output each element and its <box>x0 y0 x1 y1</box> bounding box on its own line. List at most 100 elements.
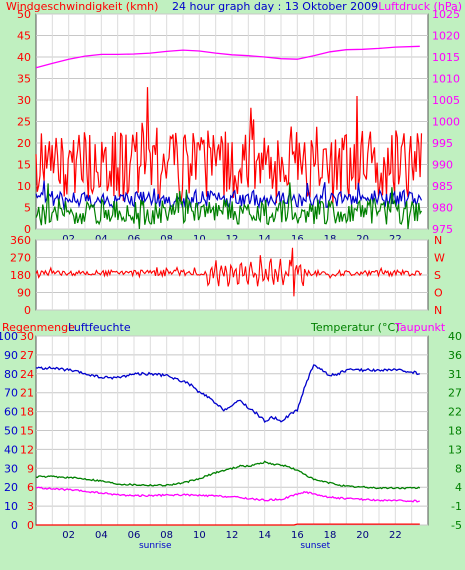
wind-direction-line <box>35 247 422 297</box>
hour-tick-label: 12 <box>226 530 239 541</box>
wind-tick-label: 50 <box>17 8 31 21</box>
temperature-series-line <box>35 460 421 490</box>
graph-title: 24 hour graph day : 13 Oktober 2009 <box>172 0 378 13</box>
rain-tick-label: 24 <box>20 368 34 381</box>
temp-tick-label: 22 <box>448 406 462 419</box>
humidity-tick-label: 30 <box>4 462 18 475</box>
hour-tick-label: 08 <box>160 530 173 541</box>
rain-tick-label: 30 <box>20 330 34 343</box>
pressure-tick-label: 975 <box>432 223 453 236</box>
wind-speed-axis-title: Windgeschwindigkeit (kmh) <box>6 0 158 13</box>
rain-tick-label: 12 <box>20 443 34 456</box>
pressure-tick-label: 995 <box>432 137 453 150</box>
hour-tick-label: 20 <box>356 530 369 541</box>
pressure-axis-title: Luftdruck (hPa) <box>378 0 462 13</box>
pressure-tick-label: 1010 <box>432 73 460 86</box>
temp-grid <box>36 335 428 526</box>
temp-tick-label: -5 <box>451 519 462 532</box>
hour-tick-label: 16 <box>291 530 304 541</box>
direction-series <box>35 247 422 297</box>
rain-tick-label: 27 <box>20 349 34 362</box>
compass-letter: N <box>434 234 442 247</box>
temp-tick-label: 4 <box>455 481 462 494</box>
gust-series-line <box>35 87 423 204</box>
hour-tick-label: 14 <box>258 530 271 541</box>
rain-tick-label: 18 <box>20 406 34 419</box>
pressure-tick-label: 1020 <box>432 30 460 43</box>
humidity-tick-label: 80 <box>4 368 18 381</box>
wind-tick-label: 15 <box>17 159 31 172</box>
min-series-line <box>35 182 423 230</box>
humidity-tick-label: 60 <box>4 406 18 419</box>
direction-tick-label: 0 <box>24 304 31 317</box>
pressure-series-line <box>35 45 420 69</box>
hour-tick-label: 04 <box>95 530 108 541</box>
humidity-tick-label: 70 <box>4 387 18 400</box>
temp-tick-label: 40 <box>448 330 462 343</box>
rain-tick-label: 3 <box>27 500 34 513</box>
temp-tick-label: 27 <box>448 387 462 400</box>
pressure-tick-label: 1025 <box>432 8 460 21</box>
dewpoint-axis-title: Taupunkt <box>394 321 446 334</box>
wind-series <box>35 45 423 230</box>
humidity-tick-label: 90 <box>4 349 18 362</box>
humidity-tick-label: 100 <box>0 330 18 343</box>
temp-series <box>35 364 421 526</box>
rain-tick-label: 6 <box>27 481 34 494</box>
pressure-tick-label: 1000 <box>432 116 460 129</box>
pressure-tick-label: 1015 <box>432 51 460 64</box>
humidity-tick-label: 50 <box>4 425 18 438</box>
direction-tick-label: 90 <box>17 287 31 300</box>
rain-tick-label: 21 <box>20 387 34 400</box>
sunrise-label: sunrise <box>139 541 172 551</box>
pressure-tick-label: 985 <box>432 180 453 193</box>
hour-tick-label: 06 <box>128 530 141 541</box>
wind-grid <box>36 13 428 230</box>
temp-tick-label: 13 <box>448 443 462 456</box>
wind-tick-label: 30 <box>17 94 31 107</box>
direction-tick-label: 360 <box>10 234 31 247</box>
temp-tick-label: 18 <box>448 425 462 438</box>
temp-tick-label: 31 <box>448 368 462 381</box>
direction-tick-label: 270 <box>10 252 31 265</box>
temperature-axis-title: Temperatur (°C) <box>310 321 399 334</box>
pressure-tick-label: 980 <box>432 202 453 215</box>
humidity-tick-label: 10 <box>4 500 18 513</box>
pressure-tick-label: 1005 <box>432 94 460 107</box>
wind-pressure-panel: 0510152025303540455097598098599099510001… <box>6 0 462 255</box>
hour-tick-label: 22 <box>389 530 402 541</box>
wind-tick-label: 45 <box>17 30 31 43</box>
humidity-tick-label: 0 <box>11 519 18 532</box>
rain-axis-title: Regenmenge <box>2 321 75 334</box>
wind-tick-label: 10 <box>17 180 31 193</box>
hour-tick-label: 10 <box>193 530 206 541</box>
pressure-tick-label: 990 <box>432 159 453 172</box>
humidity-series-line <box>35 364 420 424</box>
temp-tick-label: -1 <box>451 500 462 513</box>
direction-tick-label: 180 <box>10 269 31 282</box>
hour-tick-label: 18 <box>324 530 337 541</box>
compass-letter: O <box>434 287 443 300</box>
wind-tick-label: 5 <box>24 202 31 215</box>
wind-tick-label: 25 <box>17 116 31 129</box>
dewpoint-series-line <box>35 486 420 503</box>
compass-letter: S <box>434 269 441 282</box>
rain-tick-label: 0 <box>27 519 34 532</box>
temp-tick-label: 36 <box>448 349 462 362</box>
wind-tick-label: 40 <box>17 51 31 64</box>
wind-tick-label: 35 <box>17 73 31 86</box>
sunset-label: sunset <box>300 541 330 551</box>
rain-series-line <box>36 523 420 526</box>
hour-tick-label: 02 <box>62 530 75 541</box>
direction-grid <box>36 239 428 311</box>
rain-tick-label: 15 <box>20 425 34 438</box>
compass-letter: N <box>434 304 442 317</box>
wind-tick-label: 0 <box>24 223 31 236</box>
compass-letter: W <box>434 252 445 265</box>
